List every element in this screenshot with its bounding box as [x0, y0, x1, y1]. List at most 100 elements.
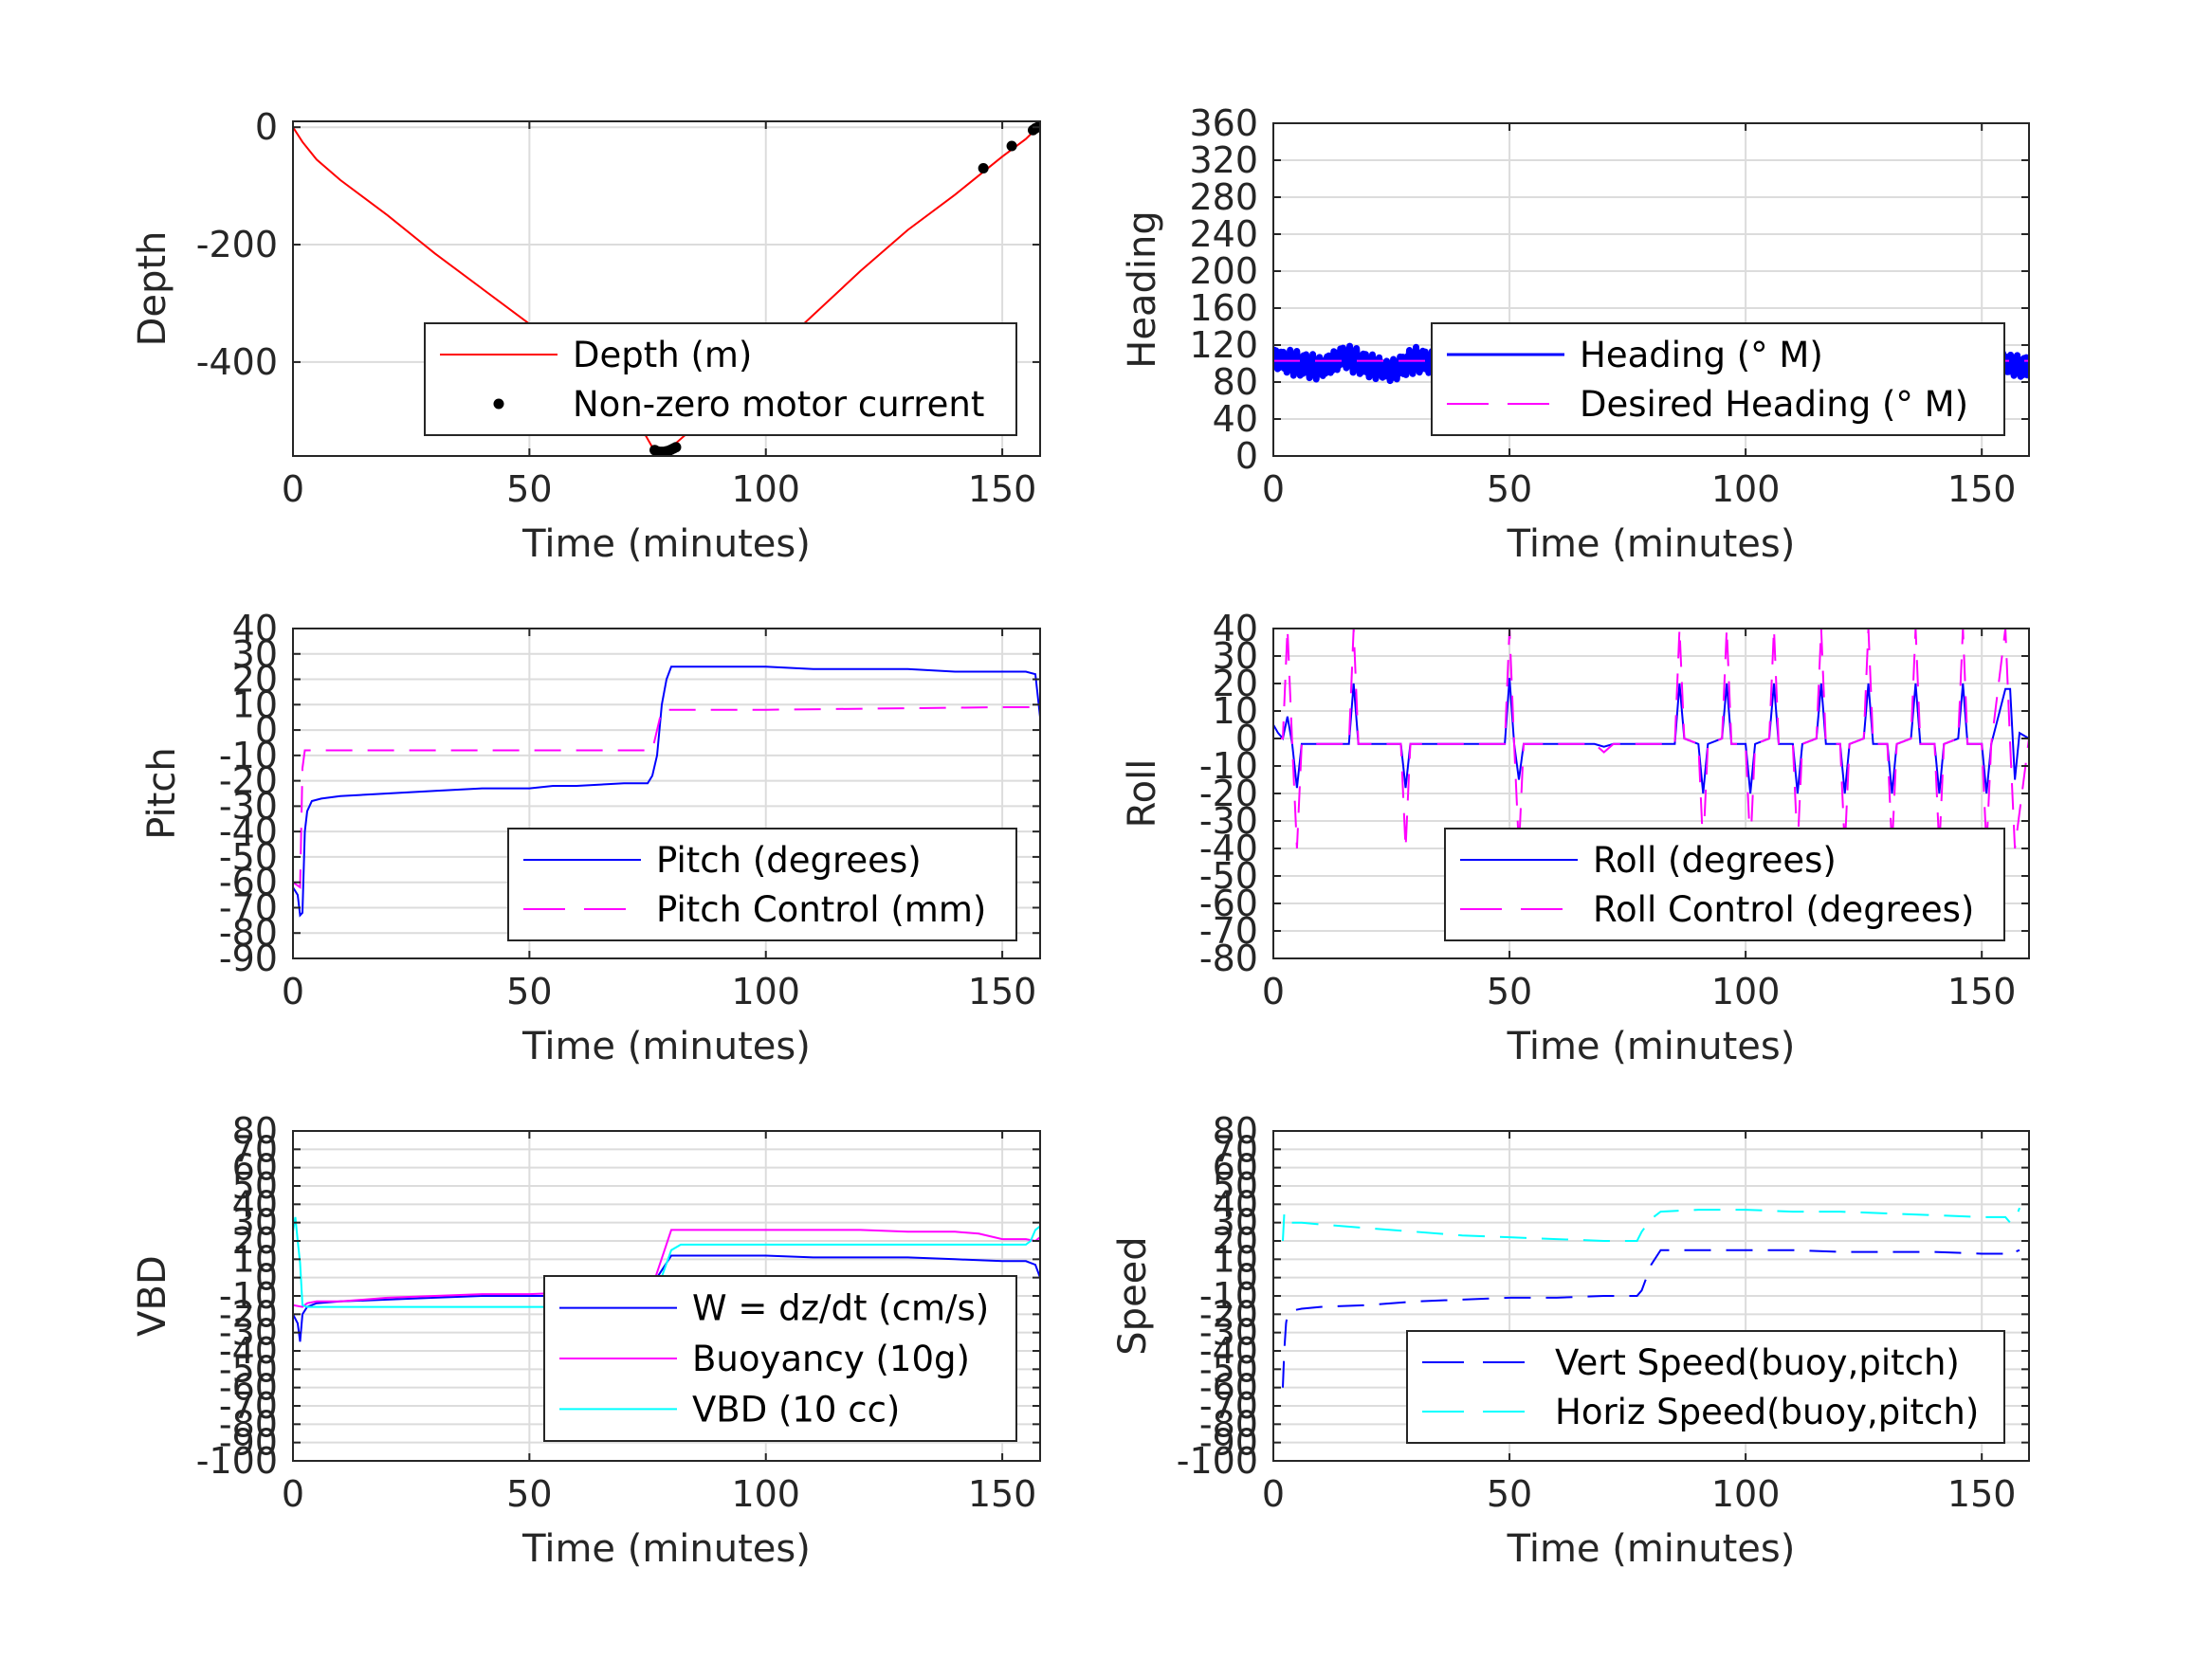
- x-axis: 0 50 100 150: [1262, 123, 2017, 510]
- x-tick-label: 100: [1711, 468, 1781, 510]
- y-tick-label: -400: [196, 341, 278, 383]
- y-axis-label: Roll: [1121, 759, 1164, 829]
- x-tick-label: 100: [1711, 971, 1781, 1012]
- y-tick-label: -50: [1199, 1348, 1258, 1390]
- y-tick-label: -90: [219, 1422, 278, 1464]
- x-axis-label: Time (minutes): [521, 1527, 811, 1571]
- y-tick-label: 160: [1189, 287, 1258, 329]
- y-axis-label: Depth: [131, 231, 174, 347]
- y-tick-label: 10: [1213, 690, 1258, 732]
- y-tick-label: -80: [219, 1403, 278, 1445]
- y-tick-label: -60: [219, 1367, 278, 1409]
- x-axis-label: Time (minutes): [521, 1025, 811, 1068]
- y-tick-label: -10: [1199, 1275, 1258, 1317]
- y-tick-label: 70: [232, 1128, 278, 1170]
- y-tick-label: 40: [232, 1183, 278, 1225]
- legend: Pitch (degrees) Pitch Control (mm): [507, 828, 1017, 941]
- y-tick-label: 10: [232, 1238, 278, 1280]
- x-tick-label: 0: [282, 468, 304, 510]
- y-tick-label: -10: [1199, 745, 1258, 787]
- legend: Vert Speed(buoy,pitch) Horiz Speed(buoy,p…: [1406, 1330, 2005, 1444]
- y-tick-label: -100: [196, 1440, 278, 1482]
- y-tick-label: 0: [255, 106, 278, 148]
- data-point: [1006, 140, 1017, 152]
- y-tick-label: -70: [219, 1385, 278, 1427]
- series-0-line: [293, 665, 1040, 918]
- subplot-depth: 0 50 100 150 0 -200 -400 Time (minutes) Depth Dep…: [131, 106, 1041, 566]
- y-tick-label: 20: [232, 659, 278, 701]
- x-tick-label: 50: [506, 1473, 552, 1515]
- axes-box: [292, 120, 1041, 457]
- y-tick-label: 30: [1213, 1202, 1258, 1244]
- series-group: [293, 665, 1040, 918]
- subplot-pitch: 0 50 100 150403020100-10-20-30-40-50-60-70-…: [140, 608, 1041, 1068]
- x-tick-label: 50: [1487, 468, 1532, 510]
- data-point: [670, 442, 682, 453]
- y-tick-label: -60: [219, 862, 278, 903]
- x-tick-label: 150: [1947, 468, 2017, 510]
- x-tick-label: 0: [282, 1473, 304, 1515]
- y-tick-label: 10: [232, 684, 278, 725]
- y-tick-label: -40: [219, 811, 278, 852]
- y-tick-label: 0: [1235, 1257, 1258, 1299]
- y-tick-label: -100: [1177, 1440, 1258, 1482]
- legend-box: [424, 322, 1017, 436]
- y-tick-label: 280: [1189, 176, 1258, 218]
- x-tick-label: 50: [506, 971, 552, 1012]
- axes-box: [292, 628, 1041, 959]
- y-tick-label: 10: [1213, 1238, 1258, 1280]
- x-axis: 0 50 100 150: [1262, 629, 2017, 1012]
- y-tick-label: -30: [219, 785, 278, 827]
- legend-label: W = dz/dt (cm/s): [692, 1288, 989, 1329]
- x-tick-label: 150: [968, 971, 1037, 1012]
- y-tick-label: 200: [1189, 250, 1258, 292]
- x-axis-label: Time (minutes): [1507, 522, 1796, 566]
- y-tick-label: 240: [1189, 213, 1258, 255]
- x-axis-label: Time (minutes): [521, 522, 811, 566]
- y-tick-label: -20: [1199, 1293, 1258, 1335]
- y-tick-label: -50: [1199, 855, 1258, 897]
- x-tick-label: 50: [506, 468, 552, 510]
- y-tick-label: -40: [1199, 1330, 1258, 1372]
- axes-box: [1272, 122, 2030, 457]
- legend-label: Roll (degrees): [1593, 840, 1837, 881]
- x-tick-label: 0: [1262, 971, 1285, 1012]
- legend-box: [1431, 322, 2005, 436]
- y-tick-label: 30: [232, 633, 278, 675]
- y-tick-label: 0: [255, 1257, 278, 1299]
- series-group: [1282, 1207, 2020, 1388]
- y-tick-label: -90: [1199, 1422, 1258, 1464]
- y-tick-label: 20: [1213, 1220, 1258, 1262]
- legend: W = dz/dt (cm/s) Buoyancy (10g) VBD (10 cc…: [543, 1275, 1017, 1442]
- y-axis-label: Speed: [1111, 1236, 1155, 1355]
- y-tick-label: 70: [1213, 1128, 1258, 1170]
- y-axis: 80706050403020100-10-20-30-40-50-60-70-8…: [1177, 1110, 2029, 1482]
- legend-label: Pitch Control (mm): [656, 889, 986, 930]
- legend-label: Depth (m): [573, 335, 752, 375]
- x-axis: 0 50 100 150: [282, 121, 1036, 510]
- legend-box: [1406, 1330, 2005, 1444]
- series-1-line: [293, 706, 1040, 889]
- y-axis-label: Pitch: [140, 747, 184, 839]
- subplot-vbd: 0 50 100 15080706050403020100-10-20-30-40-5…: [131, 1110, 1041, 1571]
- y-tick-label: 80: [1213, 361, 1258, 403]
- y-tick-label: 80: [1213, 1110, 1258, 1152]
- x-axis-label: Time (minutes): [1507, 1025, 1796, 1068]
- y-tick-label: -20: [219, 1293, 278, 1335]
- x-axis-label: Time (minutes): [1507, 1527, 1796, 1571]
- y-tick-label: -80: [1199, 938, 1258, 979]
- y-tick-label: -70: [1199, 1385, 1258, 1427]
- series-1-points: [649, 121, 1040, 456]
- legend-label: VBD (10 cc): [692, 1389, 900, 1430]
- y-tick-label: -70: [1199, 910, 1258, 952]
- subplot-speed: 0 50 100 15080706050403020100-10-20-30-40-5…: [1111, 1110, 2030, 1571]
- x-tick-label: 150: [1947, 1473, 2017, 1515]
- x-tick-label: 150: [1947, 971, 2017, 1012]
- legend-label: Buoyancy (10g): [692, 1339, 970, 1379]
- y-tick-label: 20: [1213, 663, 1258, 704]
- y-tick-label: -60: [1199, 883, 1258, 924]
- y-tick-label: -50: [219, 836, 278, 878]
- y-tick-label: -50: [219, 1348, 278, 1390]
